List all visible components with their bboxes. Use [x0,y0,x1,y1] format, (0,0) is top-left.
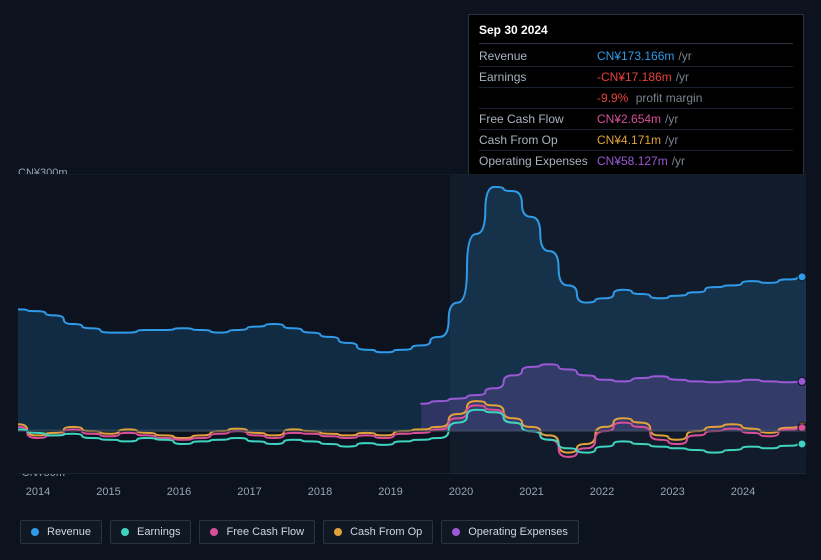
tooltip-row-unit: /yr [678,49,691,63]
legend-label: Free Cash Flow [226,526,304,538]
legend-swatch [334,528,342,536]
x-axis-label: 2023 [660,486,684,498]
legend-label: Earnings [137,526,180,538]
x-axis-label: 2019 [378,486,402,498]
x-axis-label: 2017 [237,486,261,498]
legend-swatch [121,528,129,536]
tooltip-row-label: Free Cash Flow [479,110,597,128]
x-axis-label: 2021 [519,486,543,498]
x-axis-label: 2024 [731,486,755,498]
chart-tooltip: Sep 30 2024 RevenueCN¥173.166m/yrEarning… [468,14,804,176]
tooltip-row: Cash From OpCN¥4.171m/yr [479,130,793,151]
legend-swatch [210,528,218,536]
tooltip-row-unit: /yr [665,133,678,147]
tooltip-row-value: CN¥2.654m [597,112,661,126]
x-axis-label: 2022 [590,486,614,498]
tooltip-row: RevenueCN¥173.166m/yr [479,46,793,67]
x-axis-label: 2015 [96,486,120,498]
legend-swatch [31,528,39,536]
x-axis-label: 2018 [308,486,332,498]
tooltip-row-label: Cash From Op [479,131,597,149]
tooltip-row-extra: profit margin [632,91,702,105]
legend-label: Revenue [47,526,91,538]
tooltip-row-label: Revenue [479,47,597,65]
chart-plot-area [18,174,806,474]
tooltip-row-unit: /yr [665,112,678,126]
legend-label: Operating Expenses [468,526,568,538]
legend-item[interactable]: Operating Expenses [441,520,579,544]
x-axis-label: 2020 [449,486,473,498]
tooltip-row: Free Cash FlowCN¥2.654m/yr [479,109,793,130]
chart-legend: Revenue Earnings Free Cash Flow Cash From O… [20,520,579,544]
tooltip-row: Earnings-CN¥17.186m/yr [479,67,793,88]
legend-item[interactable]: Cash From Op [323,520,433,544]
legend-swatch [452,528,460,536]
financial-chart[interactable]: CN¥300mCN¥0-CN¥50m 201420152016201720182… [18,160,806,510]
tooltip-row-label [479,89,597,107]
tooltip-row-label: Earnings [479,68,597,86]
legend-item[interactable]: Free Cash Flow [199,520,315,544]
tooltip-date: Sep 30 2024 [479,21,793,44]
x-axis-label: 2014 [26,486,50,498]
x-axis-label: 2016 [167,486,191,498]
tooltip-row-value: CN¥173.166m [597,49,674,63]
legend-item[interactable]: Revenue [20,520,102,544]
tooltip-row-value: -CN¥17.186m [597,70,672,84]
tooltip-row: -9.9% profit margin [479,88,793,109]
legend-item[interactable]: Earnings [110,520,191,544]
legend-label: Cash From Op [350,526,422,538]
tooltip-row-unit: /yr [676,70,689,84]
tooltip-row-value: CN¥4.171m [597,133,661,147]
tooltip-row-value: -9.9% [597,91,628,105]
